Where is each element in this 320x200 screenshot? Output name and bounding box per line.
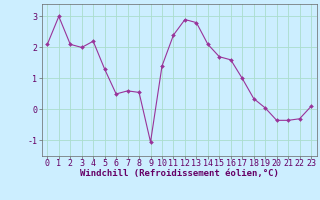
X-axis label: Windchill (Refroidissement éolien,°C): Windchill (Refroidissement éolien,°C)	[80, 169, 279, 178]
